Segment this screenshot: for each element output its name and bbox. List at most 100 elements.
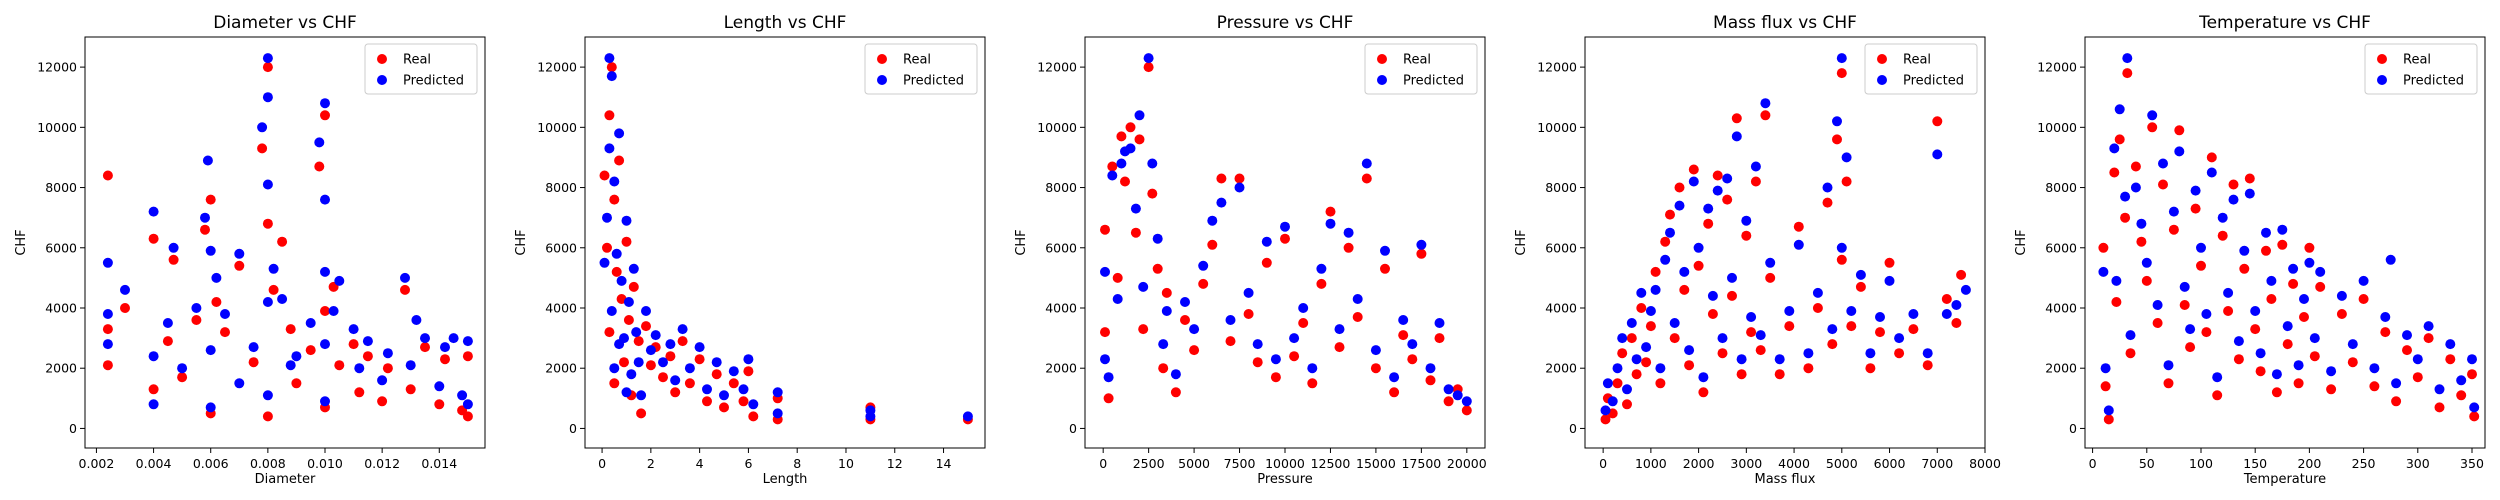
data-point-predicted: [1741, 215, 1752, 226]
data-point-predicted: [348, 324, 359, 335]
data-point-predicted: [1152, 233, 1163, 244]
x-tick-label: 8: [793, 456, 801, 471]
x-tick-label: 2000: [1683, 456, 1715, 471]
data-point-predicted: [1243, 287, 1254, 298]
data-point-predicted: [1180, 297, 1190, 307]
series-predicted: [599, 53, 973, 422]
data-point-predicted: [1812, 287, 1823, 298]
data-point-predicted: [1261, 236, 1272, 247]
data-point-predicted: [177, 363, 188, 374]
data-point-real: [362, 351, 373, 362]
data-point-real: [604, 327, 615, 338]
data-point-real: [1416, 248, 1427, 259]
y-tick-label: 2000: [1045, 361, 1077, 376]
data-point-real: [262, 218, 273, 229]
data-point-real: [2266, 294, 2277, 304]
data-point-predicted: [262, 92, 273, 103]
data-point-real: [2250, 324, 2261, 335]
data-point-predicted: [2385, 254, 2396, 265]
data-point-predicted: [2130, 182, 2141, 193]
data-point-predicted: [602, 212, 612, 223]
data-point-predicted: [162, 318, 173, 328]
data-point-real: [1846, 321, 1857, 332]
data-point-real: [599, 170, 610, 181]
data-point-predicted: [1161, 306, 1172, 316]
data-point-predicted: [262, 297, 273, 307]
data-point-real: [1252, 357, 1263, 368]
data-point-predicted: [2445, 339, 2456, 350]
data-point-real: [2103, 414, 2114, 425]
legend-box: [2364, 43, 2478, 95]
x-tick-label: 3000: [1730, 456, 1762, 471]
y-tick-label: 4000: [45, 300, 77, 315]
data-point-real: [2122, 68, 2133, 79]
data-point-predicted: [2190, 185, 2201, 196]
data-point-predicted: [604, 53, 615, 64]
data-point-predicted: [220, 309, 230, 319]
data-point-real: [719, 402, 729, 413]
data-point-real: [606, 62, 617, 73]
y-tick-label: 12000: [1037, 60, 1077, 75]
data-point-predicted: [2136, 218, 2147, 229]
data-point-real: [291, 378, 302, 389]
y-tick-label: 10000: [37, 120, 77, 135]
data-point-predicted: [2261, 227, 2271, 238]
data-point-predicted: [1832, 116, 1842, 127]
data-point-predicted: [1727, 272, 1737, 283]
data-point-real: [148, 384, 159, 395]
data-point-predicted: [1602, 378, 1613, 389]
legend-label-real: Real: [903, 53, 931, 68]
data-point-predicted: [626, 369, 637, 380]
data-point-predicted: [2179, 281, 2190, 292]
data-point-predicted: [1100, 354, 1110, 365]
data-point-real: [1461, 405, 1472, 416]
data-point-real: [619, 357, 629, 368]
data-point-predicted: [2412, 354, 2423, 365]
data-point-predicted: [1107, 170, 1118, 181]
data-point-real: [1836, 254, 1847, 265]
data-point-real: [1674, 182, 1685, 193]
legend-label-predicted: Predicted: [903, 74, 964, 89]
data-point-real: [1827, 339, 1838, 350]
x-tick-label: 50: [2139, 456, 2155, 471]
data-point-predicted: [743, 354, 754, 365]
legend-marker-real: [877, 54, 887, 64]
data-point-predicted: [1416, 239, 1427, 250]
data-point-predicted: [1951, 300, 1962, 310]
legend: Real Predicted: [864, 43, 978, 95]
x-tick-label: 150: [2243, 456, 2267, 471]
data-point-predicted: [609, 176, 620, 187]
data-point-predicted: [320, 98, 330, 109]
chart-title: Diameter vs CHF: [213, 13, 357, 33]
data-point-real: [1655, 378, 1666, 389]
data-point-real: [1626, 333, 1637, 344]
data-point-real: [1298, 318, 1309, 328]
data-point-predicted: [1736, 354, 1747, 365]
data-point-real: [1158, 363, 1169, 374]
data-point-predicted: [684, 363, 695, 374]
data-point-real: [2445, 354, 2456, 365]
data-point-real: [2244, 173, 2255, 184]
data-point-predicted: [234, 378, 245, 389]
data-point-real: [102, 360, 113, 371]
data-point-real: [1134, 134, 1145, 145]
data-point-predicted: [462, 399, 473, 410]
data-point-predicted: [2402, 330, 2412, 341]
data-point-real: [2114, 134, 2125, 145]
data-point-real: [1443, 396, 1454, 407]
data-point-real: [2299, 312, 2309, 322]
x-tick-label: 12500: [1311, 456, 1351, 471]
data-point-predicted: [1698, 372, 1709, 383]
data-point-predicted: [354, 363, 365, 374]
data-point-predicted: [1703, 203, 1714, 214]
y-tick-label: 2000: [2045, 361, 2077, 376]
data-point-real: [1812, 303, 1823, 313]
data-point-predicted: [1774, 354, 1785, 365]
data-point-predicted: [434, 381, 445, 392]
x-tick-label: 0.002: [79, 456, 115, 471]
data-point-predicted: [1836, 53, 1847, 64]
data-point-real: [1307, 378, 1318, 389]
data-point-predicted: [1908, 309, 1919, 319]
data-point-real: [400, 284, 410, 295]
data-point-real: [1289, 351, 1300, 362]
